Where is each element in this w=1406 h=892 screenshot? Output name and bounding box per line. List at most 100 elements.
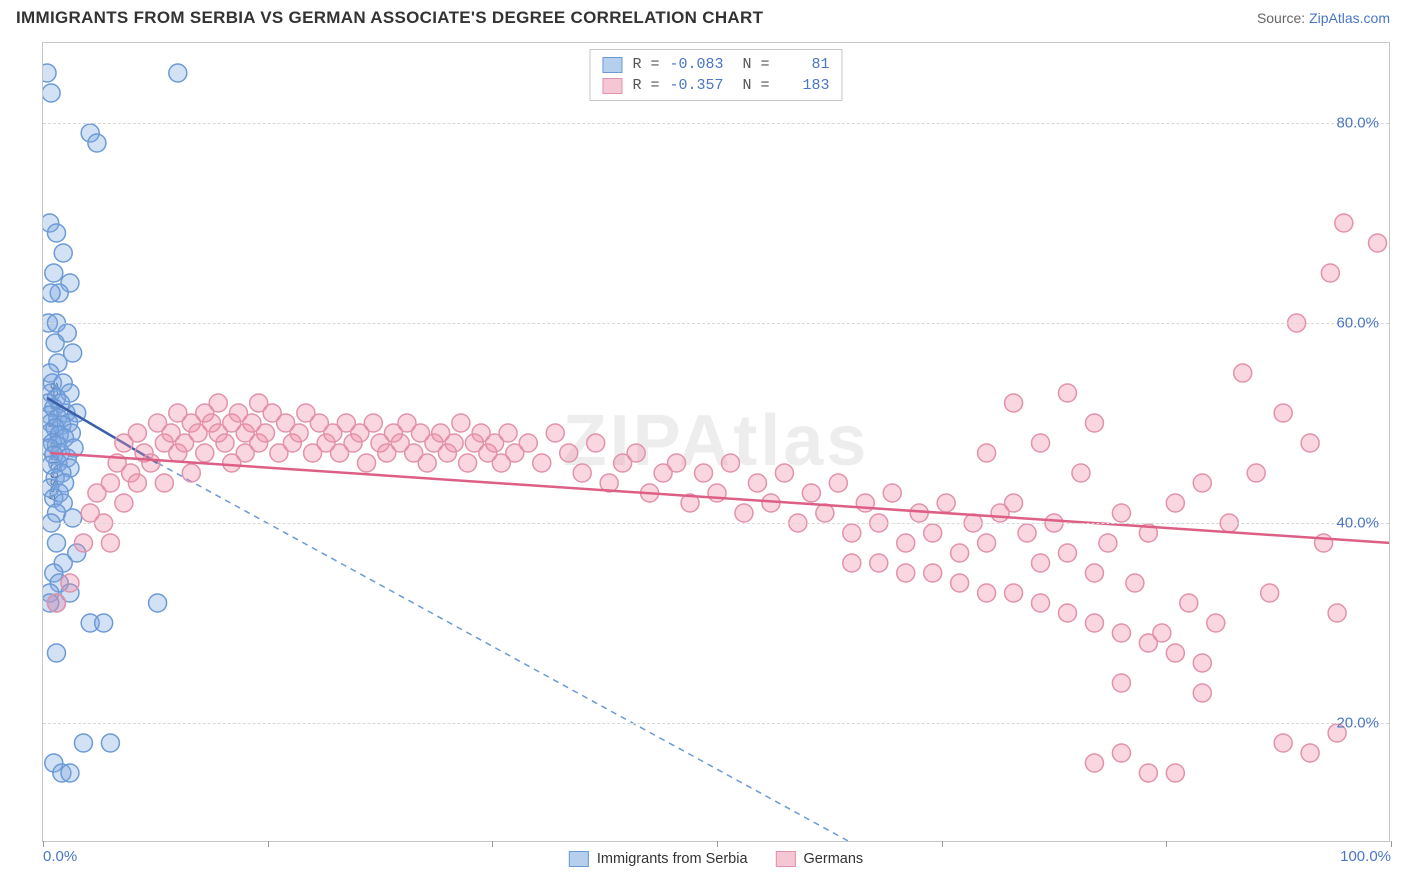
gridline bbox=[43, 523, 1389, 524]
gridline bbox=[43, 723, 1389, 724]
data-point-germans bbox=[546, 424, 564, 442]
data-point-serbia bbox=[47, 224, 65, 242]
data-point-germans bbox=[1261, 584, 1279, 602]
data-point-germans bbox=[155, 474, 173, 492]
data-point-serbia bbox=[43, 284, 60, 302]
swatch-germans bbox=[602, 78, 622, 94]
stats-row-serbia: R = -0.083 N = 81 bbox=[602, 54, 829, 75]
data-point-germans bbox=[1032, 434, 1050, 452]
data-point-germans bbox=[1112, 674, 1130, 692]
data-point-germans bbox=[182, 464, 200, 482]
data-point-germans bbox=[1085, 754, 1103, 772]
data-point-germans bbox=[951, 544, 969, 562]
data-point-germans bbox=[1139, 764, 1157, 782]
xtick-label: 0.0% bbox=[43, 848, 77, 865]
ytick-label: 80.0% bbox=[1336, 115, 1379, 132]
data-point-germans bbox=[1005, 394, 1023, 412]
data-point-germans bbox=[1166, 644, 1184, 662]
data-point-germans bbox=[142, 454, 160, 472]
data-point-germans bbox=[816, 504, 834, 522]
data-point-germans bbox=[1301, 744, 1319, 762]
data-point-serbia bbox=[88, 134, 106, 152]
data-point-germans bbox=[1193, 684, 1211, 702]
bottom-legend: Immigrants from Serbia Germans bbox=[569, 851, 863, 867]
data-point-germans bbox=[883, 484, 901, 502]
data-point-germans bbox=[843, 554, 861, 572]
data-point-germans bbox=[870, 554, 888, 572]
data-point-germans bbox=[1032, 594, 1050, 612]
legend-swatch-germans bbox=[776, 851, 796, 867]
data-point-germans bbox=[1085, 564, 1103, 582]
data-point-germans bbox=[1032, 554, 1050, 572]
data-point-germans bbox=[1193, 474, 1211, 492]
legend-item-serbia: Immigrants from Serbia bbox=[569, 851, 748, 867]
data-point-germans bbox=[1234, 364, 1252, 382]
data-point-germans bbox=[209, 394, 227, 412]
data-point-germans bbox=[924, 564, 942, 582]
xtick-mark bbox=[492, 841, 493, 847]
data-point-germans bbox=[843, 524, 861, 542]
data-point-germans bbox=[1328, 604, 1346, 622]
xtick-mark bbox=[717, 841, 718, 847]
data-point-germans bbox=[1112, 504, 1130, 522]
data-point-germans bbox=[1085, 614, 1103, 632]
data-point-serbia bbox=[169, 64, 187, 82]
gridline bbox=[43, 323, 1389, 324]
data-point-germans bbox=[1301, 434, 1319, 452]
data-point-germans bbox=[1126, 574, 1144, 592]
data-point-germans bbox=[418, 454, 436, 472]
source-label: Source: ZipAtlas.com bbox=[1257, 10, 1390, 26]
data-point-germans bbox=[829, 474, 847, 492]
data-point-germans bbox=[897, 534, 915, 552]
data-point-serbia bbox=[47, 644, 65, 662]
data-point-germans bbox=[1018, 524, 1036, 542]
legend-item-germans: Germans bbox=[776, 851, 864, 867]
data-point-germans bbox=[897, 564, 915, 582]
swatch-serbia bbox=[602, 57, 622, 73]
data-point-germans bbox=[1274, 404, 1292, 422]
data-point-germans bbox=[459, 454, 477, 472]
stats-legend-box: R = -0.083 N = 81 R = -0.357 N = 183 bbox=[589, 49, 842, 101]
data-point-serbia bbox=[54, 244, 72, 262]
data-point-germans bbox=[533, 454, 551, 472]
data-point-serbia bbox=[149, 594, 167, 612]
data-point-serbia bbox=[74, 734, 92, 752]
data-point-germans bbox=[573, 464, 591, 482]
data-point-serbia bbox=[47, 534, 65, 552]
data-point-germans bbox=[924, 524, 942, 542]
xtick-mark bbox=[43, 841, 44, 847]
data-point-serbia bbox=[101, 734, 119, 752]
data-point-serbia bbox=[46, 334, 64, 352]
data-point-germans bbox=[1005, 584, 1023, 602]
data-point-germans bbox=[115, 494, 133, 512]
data-point-germans bbox=[101, 534, 119, 552]
data-point-serbia bbox=[64, 509, 82, 527]
trendline-germans bbox=[50, 453, 1389, 543]
data-point-germans bbox=[519, 434, 537, 452]
data-point-germans bbox=[47, 594, 65, 612]
data-point-germans bbox=[775, 464, 793, 482]
data-point-germans bbox=[1166, 494, 1184, 512]
data-point-germans bbox=[128, 474, 146, 492]
data-point-germans bbox=[1321, 264, 1339, 282]
data-point-germans bbox=[1207, 614, 1225, 632]
data-point-germans bbox=[1099, 534, 1117, 552]
data-point-germans bbox=[364, 414, 382, 432]
data-point-germans bbox=[937, 494, 955, 512]
data-point-germans bbox=[627, 444, 645, 462]
ytick-label: 60.0% bbox=[1336, 315, 1379, 332]
data-point-germans bbox=[1058, 604, 1076, 622]
data-point-germans bbox=[1112, 744, 1130, 762]
data-point-germans bbox=[735, 504, 753, 522]
source-link[interactable]: ZipAtlas.com bbox=[1309, 10, 1390, 26]
data-point-germans bbox=[1369, 234, 1387, 252]
data-point-germans bbox=[978, 534, 996, 552]
data-point-germans bbox=[445, 434, 463, 452]
data-point-germans bbox=[216, 434, 234, 452]
data-point-germans bbox=[1247, 464, 1265, 482]
data-point-germans bbox=[1193, 654, 1211, 672]
data-point-germans bbox=[256, 424, 274, 442]
data-point-germans bbox=[721, 454, 739, 472]
data-point-germans bbox=[196, 444, 214, 462]
data-point-germans bbox=[951, 574, 969, 592]
